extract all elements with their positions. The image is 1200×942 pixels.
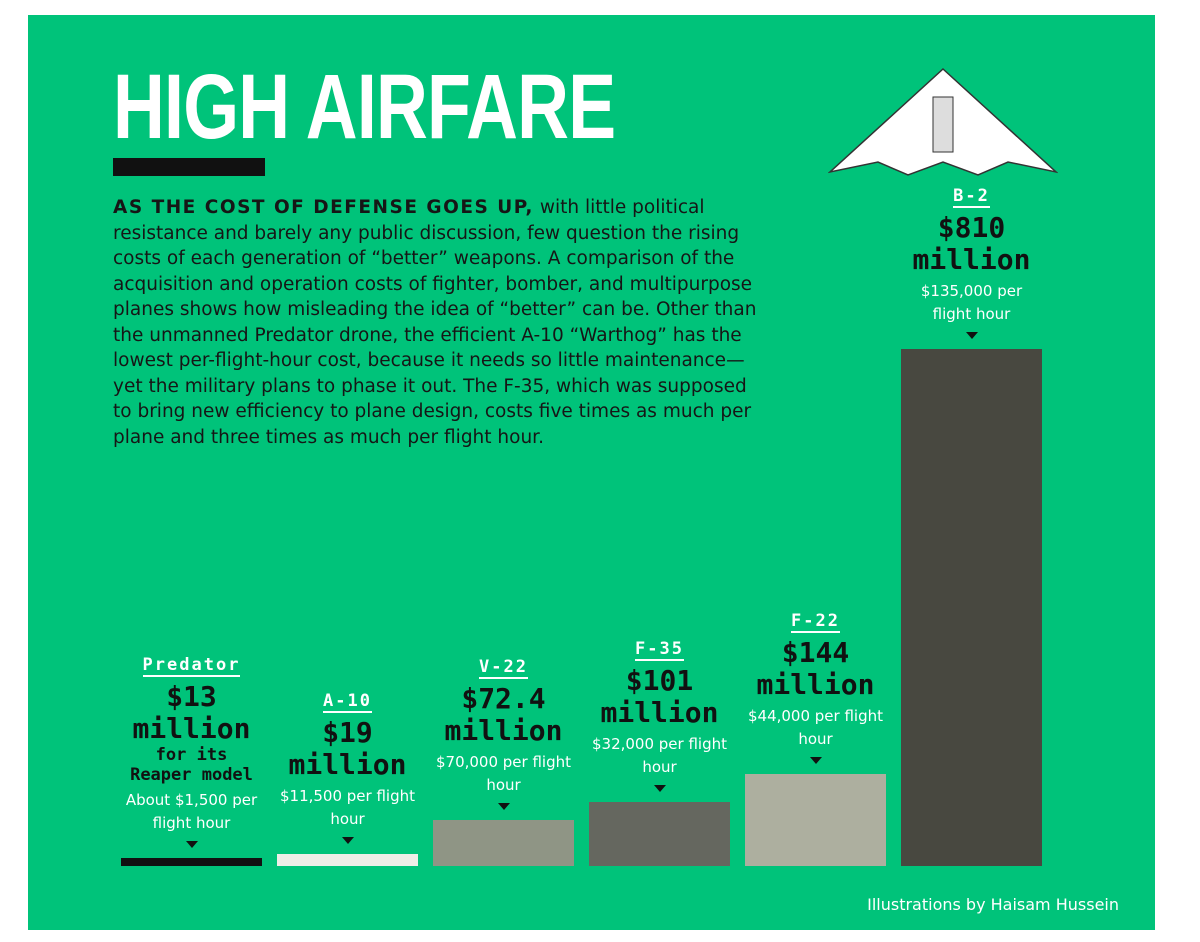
bar-label: A-10 $19 million $11,500 per flight hour (277, 691, 418, 844)
category-label: F-35 (635, 638, 684, 661)
bar (589, 801, 730, 866)
intro-body: with little political resistance and bar… (113, 197, 757, 448)
bar-label: B-2 $810 million $135,000 per flight hour (901, 186, 1042, 339)
bar (277, 853, 418, 866)
value-label: $72.4 million (444, 681, 563, 747)
category-label: A-10 (323, 690, 372, 713)
hourly-label: $44,000 per flight hour (747, 707, 883, 749)
title-rule (113, 158, 265, 176)
value-note: for its Reaper model (130, 744, 253, 785)
bar (901, 349, 1042, 866)
intro-lead: AS THE COST OF DEFENSE GOES UP, (113, 197, 534, 218)
category-label: F-22 (791, 611, 840, 634)
bar (121, 857, 262, 866)
hourly-label: $11,500 per flight hour (279, 786, 415, 828)
intro: AS THE COST OF DEFENSE GOES UP, with lit… (113, 195, 763, 450)
value-label: $810 million (912, 211, 1031, 276)
value-label: $13 million (132, 679, 251, 745)
pointer (341, 836, 354, 844)
value-label: $144 million (756, 636, 875, 702)
bar (433, 819, 574, 866)
title: HIGH AIRFARE (113, 56, 616, 158)
bar (745, 774, 886, 866)
category-label: V-22 (479, 656, 528, 679)
bar-label: F-35 $101 million $32,000 per flight hour (589, 639, 730, 792)
category-label: Predator (142, 654, 241, 677)
pointer (185, 840, 198, 848)
bar-label: V-22 $72.4 million $70,000 per flight hour (433, 657, 574, 810)
bar-label: F-22 $144 million $44,000 per flight hour (745, 611, 886, 765)
category-label: B-2 (953, 186, 990, 208)
credit: Illustrations by Haisam Hussein (867, 895, 1119, 914)
pointer (965, 332, 978, 339)
infographic: HIGH AIRFARE AS THE COST OF DEFENSE GOES… (28, 15, 1155, 930)
hourly-label: $32,000 per flight hour (591, 734, 727, 776)
b2-icon (828, 67, 1058, 176)
hourly-label: $70,000 per flight hour (435, 752, 571, 794)
pointer (497, 802, 510, 810)
bar-label: Predator $13 million for its Reaper model A… (121, 655, 262, 848)
pointer (653, 784, 666, 792)
hourly-label: About $1,500 per flight hour (125, 790, 258, 832)
pointer (809, 757, 822, 765)
value-label: $19 million (288, 715, 407, 781)
hourly-label: $135,000 per flight hour (920, 282, 1023, 323)
value-label: $101 million (600, 663, 719, 729)
